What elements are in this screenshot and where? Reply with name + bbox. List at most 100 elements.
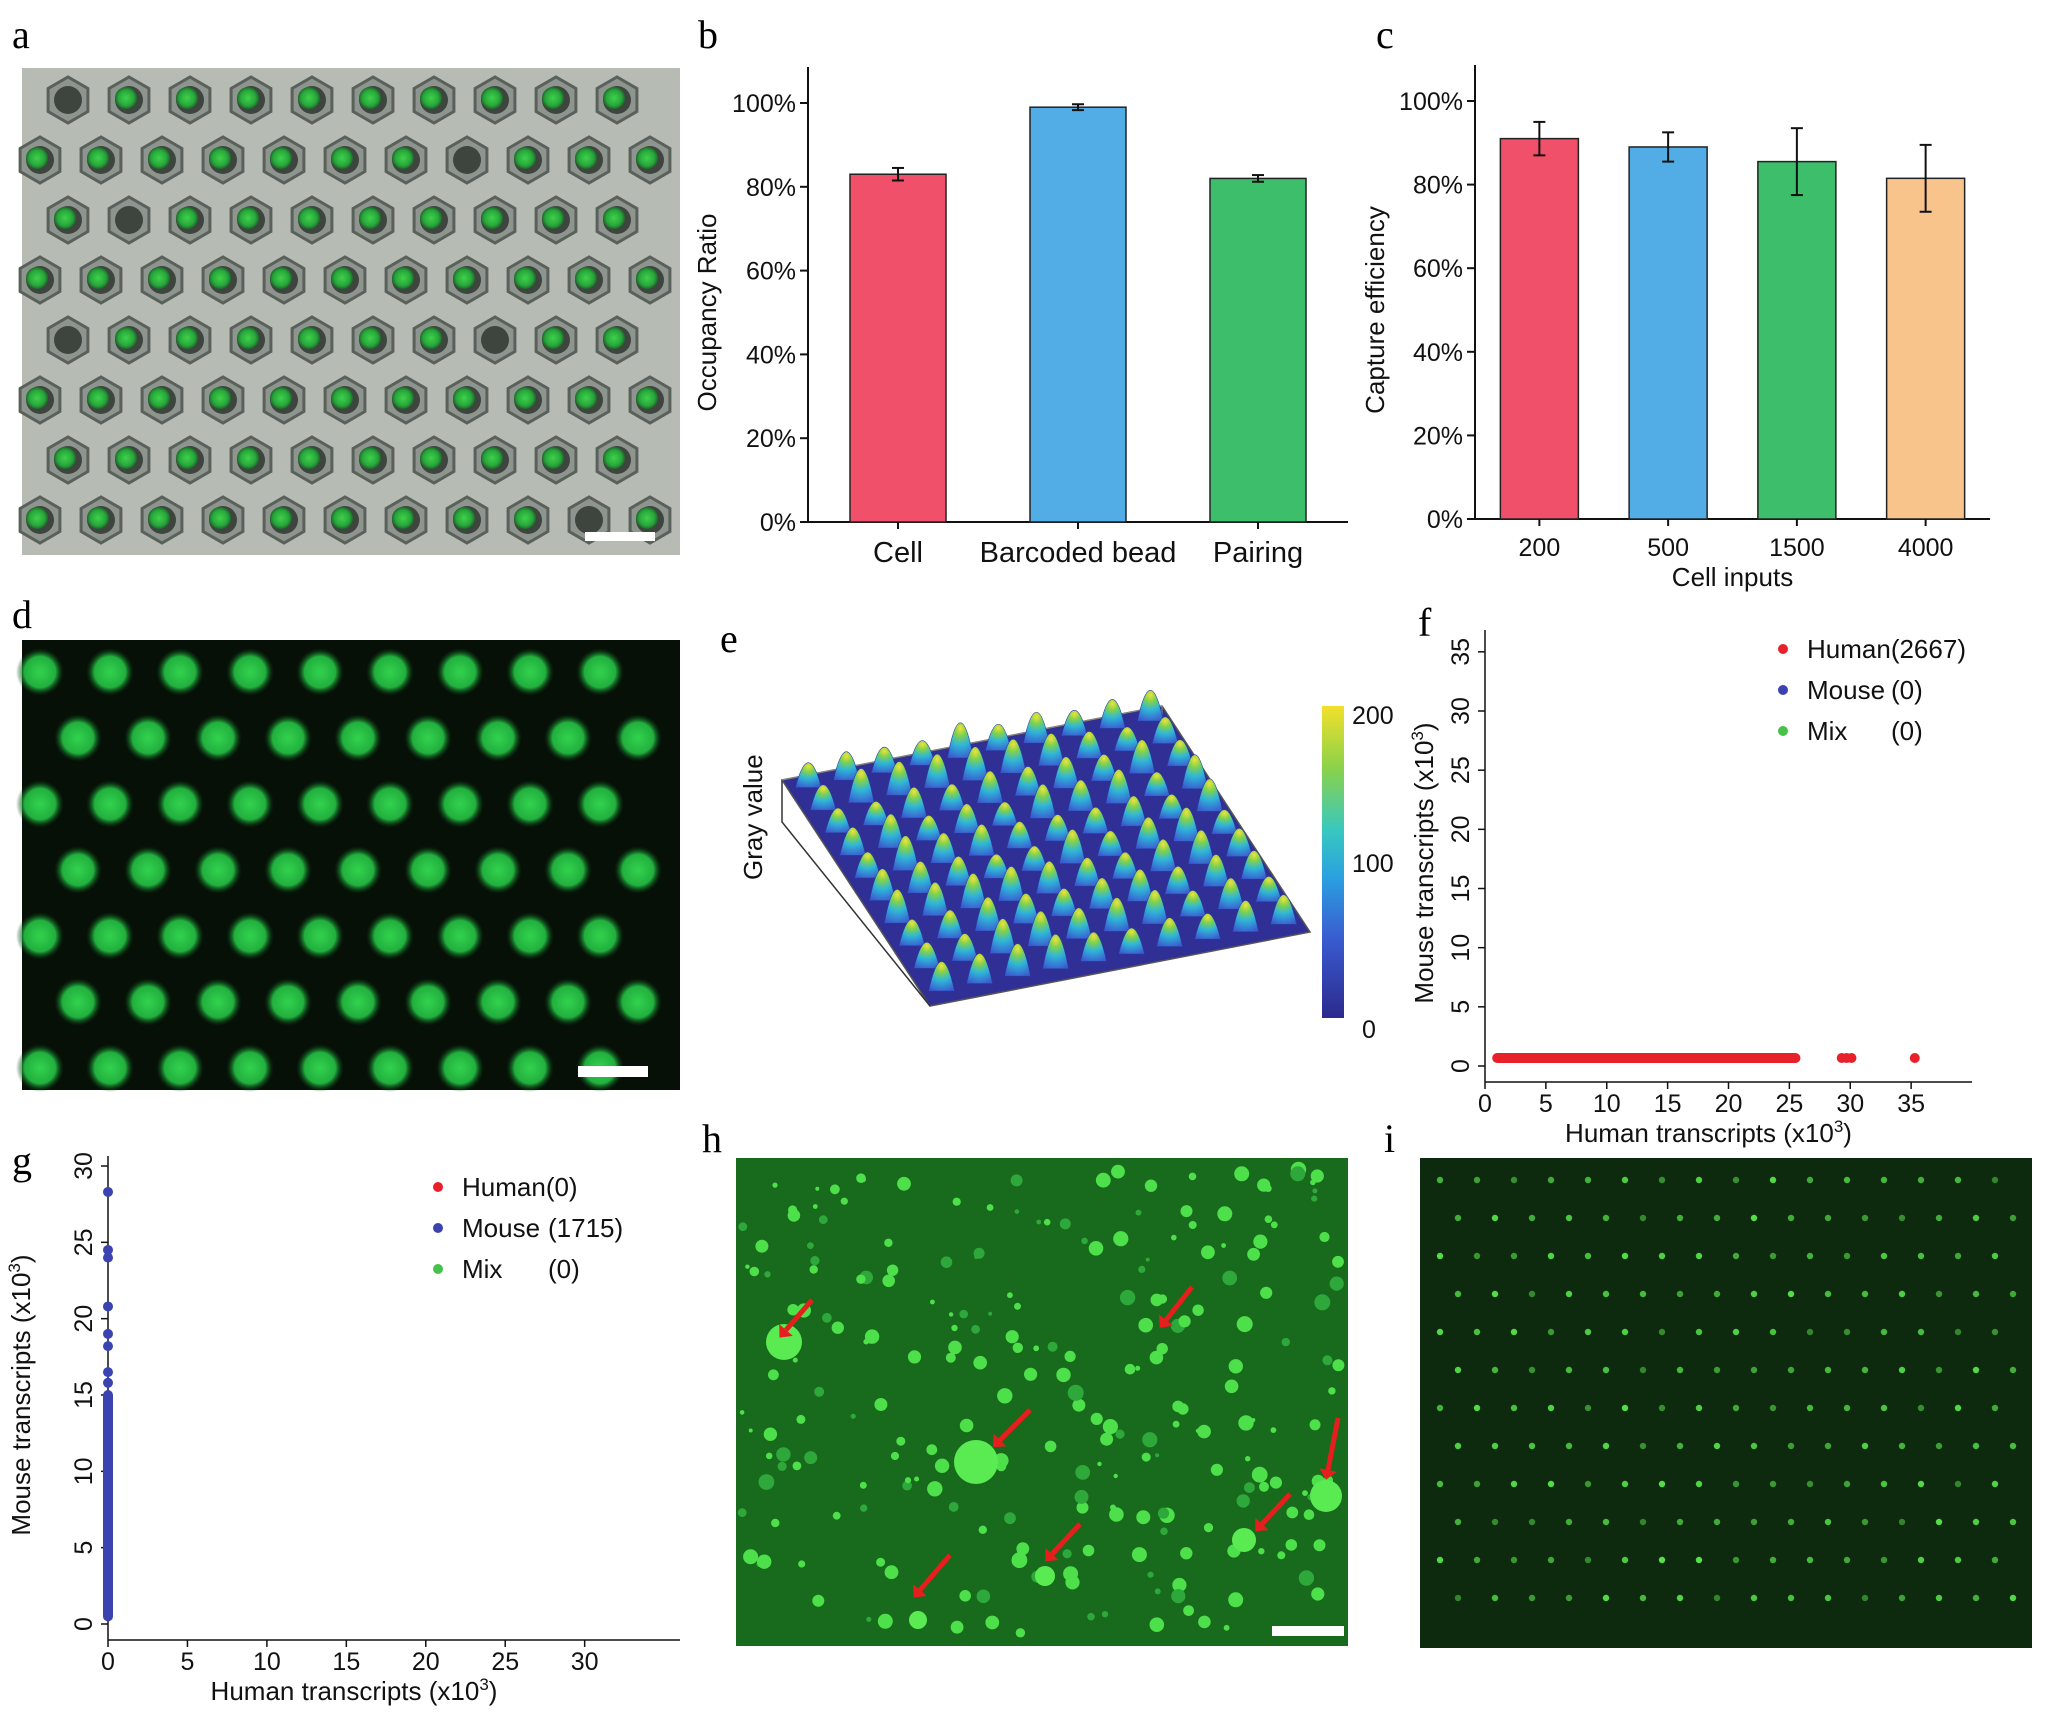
fluorescent-bead [54, 978, 102, 1026]
fluorescent-cell [738, 1222, 748, 1232]
stained-cell [603, 447, 625, 469]
red-arrow [918, 1553, 952, 1592]
scale-bar [578, 1066, 648, 1077]
fluorescent-cell [1172, 1400, 1184, 1413]
fluorescent-cell [934, 1458, 950, 1474]
fluorescent-dot [1473, 1328, 1481, 1336]
fluorescent-dot [1806, 1252, 1814, 1260]
fluorescent-dot [1584, 1328, 1592, 1336]
intensity-peak [883, 889, 911, 924]
fluorescent-cell [1014, 1302, 1021, 1310]
fluorescent-cell [978, 1525, 987, 1535]
fluorescent-cell [1192, 1304, 1204, 1316]
fluorescent-dot [1676, 1518, 1684, 1526]
fluorescent-bead [264, 846, 312, 894]
fluorescent-dot [1436, 1176, 1444, 1184]
fluorescent-cell [1074, 1489, 1089, 1504]
fluorescent-cell [749, 1266, 760, 1277]
panel-label-e: e [720, 616, 738, 661]
intensity-peak [1099, 698, 1126, 729]
fluorescent-cell [945, 1352, 956, 1363]
fluorescent-cell [1224, 1379, 1239, 1394]
fluorescent-dot [1954, 1176, 1962, 1184]
stained-cell [453, 387, 475, 409]
fluorescent-bead [16, 780, 64, 828]
fluorescent-cell [1264, 1184, 1272, 1192]
y-axis-label-end: ) [1409, 722, 1439, 731]
legend-label: Human(0) [462, 1172, 578, 1202]
fluorescent-cell [1095, 1172, 1111, 1188]
intensity-peak [1103, 897, 1131, 932]
fluorescent-cell [1115, 1429, 1125, 1439]
fluorescent-dot [1991, 1556, 1999, 1564]
y-tick-label: 5 [70, 1541, 98, 1555]
fluorescent-cell [1217, 1206, 1233, 1222]
fluorescent-cell [1264, 1215, 1273, 1223]
fluorescent-cell [950, 1620, 964, 1634]
fluorescent-dot [1491, 1442, 1499, 1450]
fluorescent-cell [798, 1560, 806, 1568]
fluorescent-dot [1510, 1328, 1518, 1336]
panel-a-micrograph [18, 68, 680, 555]
y-axis-label: Occupancy Ratio [692, 214, 722, 412]
stained-cell [420, 327, 442, 349]
fluorescent-cell [904, 1477, 912, 1484]
fluorescent-cell [1309, 1419, 1321, 1431]
cell-aggregate [766, 1324, 802, 1360]
fluorescent-cell [1312, 1188, 1318, 1194]
fluorescent-cell [1144, 1179, 1158, 1192]
fluorescent-bead [404, 714, 452, 762]
fluorescent-dot [1565, 1214, 1573, 1222]
fluorescent-dot [1584, 1404, 1592, 1412]
fluorescent-cell [1063, 1566, 1079, 1582]
fluorescent-bead [474, 846, 522, 894]
fluorescent-dot [1787, 1518, 1795, 1526]
intensity-peak [976, 770, 1004, 804]
fluorescent-bead [264, 978, 312, 1026]
x-tick-label: 5 [1539, 1090, 1553, 1118]
fluorescent-cell [1329, 1276, 1344, 1291]
x-tick-label: 15 [1654, 1090, 1682, 1118]
fluorescent-bead [614, 978, 662, 1026]
fluorescent-dot [1454, 1214, 1462, 1222]
stained-cell [237, 207, 259, 229]
fluorescent-dot [1491, 1214, 1499, 1222]
fluorescent-dot [1676, 1366, 1684, 1374]
fluorescent-cell [1109, 1507, 1124, 1522]
fluorescent-dot [1547, 1404, 1555, 1412]
y-tick-label: 0% [1427, 506, 1463, 534]
fluorescent-cell [1047, 1341, 1058, 1352]
fluorescent-dot [1898, 1214, 1906, 1222]
fluorescent-dot [1713, 1290, 1721, 1298]
fluorescent-bead [86, 912, 134, 960]
fluorescent-dot [1917, 1328, 1925, 1336]
fluorescent-dot [1880, 1556, 1888, 1564]
fluorescent-dot [1454, 1594, 1462, 1602]
fluorescent-dot [1602, 1594, 1610, 1602]
fluorescent-dot [1954, 1328, 1962, 1336]
fluorescent-cell [971, 1324, 980, 1334]
fluorescent-dot [1658, 1176, 1666, 1184]
fluorescent-dot [1917, 1252, 1925, 1260]
fluorescent-cell [745, 1264, 750, 1269]
stained-cell [115, 327, 137, 349]
stained-cell [514, 387, 536, 409]
fluorescent-cell [1149, 1350, 1164, 1365]
stained-cell [26, 147, 48, 169]
fluorescent-dot [1880, 1328, 1888, 1336]
x-tick-label: 25 [1775, 1090, 1803, 1118]
fluorescent-cell [815, 1186, 820, 1191]
fluorescent-dot [1454, 1442, 1462, 1450]
x-tick-label: 0 [101, 1648, 115, 1676]
fluorescent-dot [1732, 1328, 1740, 1336]
fluorescent-dot [1565, 1594, 1573, 1602]
fluorescent-dot [1787, 1366, 1795, 1374]
fluorescent-dot [1787, 1594, 1795, 1602]
fluorescent-cell [1188, 1221, 1197, 1229]
panel-label-c: c [1376, 12, 1394, 57]
fluorescent-dot [1806, 1328, 1814, 1336]
fluorescent-bead [544, 714, 592, 762]
fluorescent-dot [1565, 1366, 1573, 1374]
fluorescent-dot [1843, 1404, 1851, 1412]
